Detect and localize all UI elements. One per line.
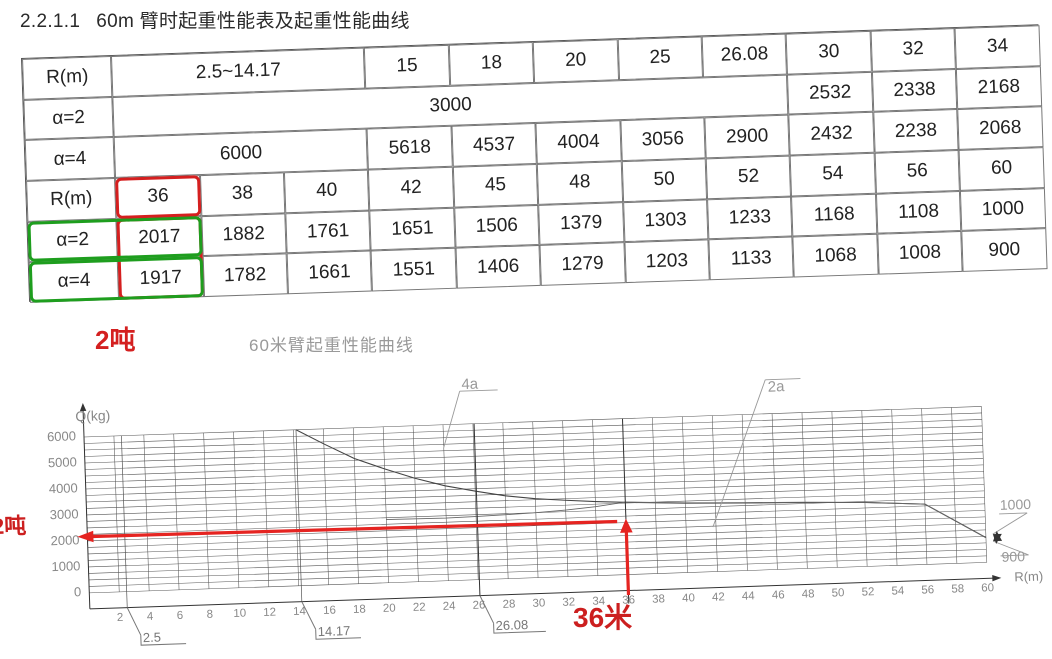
svg-text:2: 2	[117, 612, 124, 624]
svg-text:46: 46	[772, 589, 785, 601]
svg-text:900: 900	[1001, 548, 1025, 565]
svg-text:4a: 4a	[461, 376, 479, 394]
svg-text:26.08: 26.08	[495, 617, 528, 633]
svg-text:6: 6	[177, 610, 184, 622]
svg-text:12: 12	[263, 607, 276, 619]
svg-text:5000: 5000	[48, 454, 77, 470]
svg-text:52: 52	[861, 586, 874, 598]
svg-text:3000: 3000	[49, 506, 78, 522]
svg-text:60: 60	[981, 582, 994, 594]
svg-text:44: 44	[742, 590, 756, 602]
svg-text:4000: 4000	[49, 480, 78, 496]
svg-text:38: 38	[652, 593, 665, 605]
svg-text:24: 24	[443, 600, 457, 612]
svg-text:2000: 2000	[50, 532, 79, 548]
svg-text:20: 20	[383, 602, 396, 614]
svg-text:0: 0	[74, 584, 82, 599]
svg-text:8: 8	[206, 609, 213, 621]
svg-text:6000: 6000	[47, 428, 76, 444]
svg-text:Q(kg): Q(kg)	[75, 407, 111, 424]
svg-text:R(m): R(m)	[1014, 568, 1043, 584]
svg-text:58: 58	[951, 583, 964, 595]
svg-text:26: 26	[472, 599, 485, 611]
svg-text:28: 28	[502, 598, 515, 610]
svg-text:30: 30	[532, 597, 545, 609]
svg-text:14.17: 14.17	[318, 623, 351, 639]
svg-text:16: 16	[323, 605, 336, 617]
svg-text:42: 42	[712, 591, 725, 603]
svg-text:1000: 1000	[1000, 496, 1032, 513]
svg-text:48: 48	[802, 588, 815, 600]
svg-text:22: 22	[413, 601, 426, 613]
svg-text:2a: 2a	[767, 378, 785, 396]
svg-text:10: 10	[233, 608, 246, 620]
svg-text:54: 54	[891, 585, 905, 597]
svg-text:2.5: 2.5	[143, 630, 162, 646]
svg-text:56: 56	[921, 584, 934, 596]
svg-text:40: 40	[682, 592, 695, 604]
svg-text:1000: 1000	[51, 558, 80, 574]
svg-text:18: 18	[353, 604, 366, 616]
svg-text:2吨: 2吨	[0, 513, 27, 539]
svg-text:4: 4	[147, 611, 154, 623]
svg-text:50: 50	[831, 587, 844, 599]
